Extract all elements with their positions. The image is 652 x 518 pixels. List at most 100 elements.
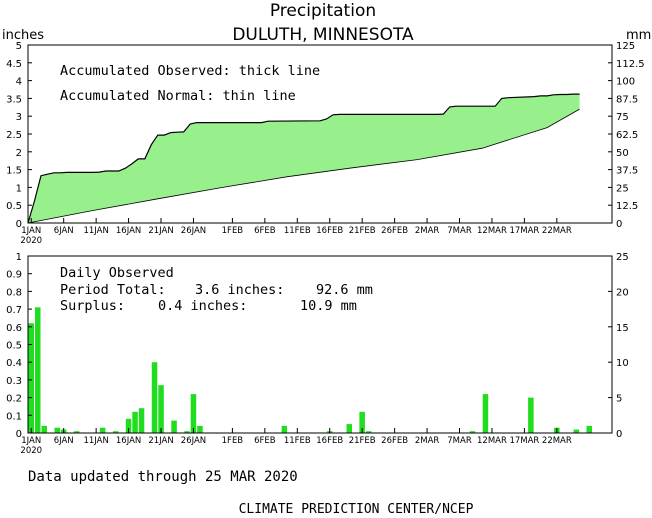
daily-precip-bar: [281, 425, 288, 433]
daily-precip-bar: [151, 362, 158, 433]
y2-tick-label: 25: [616, 183, 629, 194]
x-tick-label: 12MAR: [477, 226, 507, 236]
y2-tick-label: 100: [616, 77, 635, 88]
period-total-inches: 3.6 inches:: [195, 282, 284, 298]
x-tick-label: 6FEB: [254, 226, 276, 236]
accumulated-area-fill: [28, 94, 580, 223]
y-tick-label: 4.5: [6, 59, 22, 70]
x-tick-label: 1FEB: [222, 436, 244, 446]
daily-precip-bar: [132, 411, 138, 433]
x-year-label: 2020: [20, 446, 42, 456]
y-tick-label: 0.7: [6, 305, 22, 316]
x-tick-label: 7MAR: [447, 226, 472, 236]
annotation-observed: Accumulated Observed: thick line: [60, 63, 320, 79]
x-tick-label: 12MAR: [477, 436, 507, 446]
x-tick-label: 21FEB: [349, 226, 376, 236]
daily-precip-bar: [138, 408, 145, 433]
x-tick-label: 16FEB: [316, 226, 343, 236]
y-tick-label: 3.5: [6, 94, 22, 105]
x-tick-label: 26FEB: [381, 436, 408, 446]
daily-precip-bar: [528, 397, 534, 433]
y2-tick-label: 0: [616, 219, 622, 230]
y2-tick-label: 75: [616, 112, 629, 123]
y-tick-label: 1: [16, 252, 22, 263]
daily-precip-bar: [469, 431, 476, 433]
y-tick-label: 2.5: [6, 130, 22, 141]
x-tick-label: 22MAR: [542, 436, 572, 446]
location-label: DULUTH, MINNESOTA: [232, 25, 414, 45]
daily-precip-bar: [573, 429, 580, 433]
x-tick-label: 21JAN: [148, 436, 173, 446]
daily-precip-bar: [125, 418, 132, 433]
daily-precip-bar: [190, 394, 197, 433]
x-tick-label: 26JAN: [181, 436, 206, 446]
daily-precip-bar: [112, 431, 119, 433]
y2-tick-label: 0: [616, 429, 622, 440]
daily-precip-bar: [158, 385, 164, 433]
y-tick-label: 1.5: [6, 166, 22, 177]
y-tick-label: 0.5: [6, 201, 22, 212]
annotation-normal: Accumulated Normal: thin line: [60, 88, 296, 104]
daily-precip-bar: [41, 425, 47, 433]
daily-precip-bar: [54, 427, 60, 433]
y-tick-label: 0.8: [6, 287, 22, 298]
y-tick-label: 0: [16, 429, 22, 440]
x-tick-label: 1JAN: [21, 436, 41, 446]
x-year-label: 2020: [20, 236, 42, 246]
daily-precip-bar: [171, 420, 177, 433]
y2-tick-label: 10: [616, 358, 629, 369]
right-unit-label: mm: [626, 28, 651, 43]
y2-tick-label: 87.5: [616, 94, 638, 105]
y-tick-label: 4: [16, 77, 22, 88]
daily-precip-bar: [482, 394, 489, 433]
y2-tick-label: 112.5: [616, 59, 645, 70]
surplus-mm: 10.9 mm: [300, 298, 357, 314]
daily-precip-bar: [35, 307, 41, 433]
x-tick-label: 16FEB: [316, 436, 343, 446]
period-total-label: Period Total:: [60, 282, 166, 298]
y2-tick-label: 12.5: [616, 201, 638, 212]
y-tick-label: 1: [16, 183, 22, 194]
x-tick-label: 11FEB: [284, 436, 311, 446]
x-tick-label: 17MAR: [509, 436, 539, 446]
y2-tick-label: 37.5: [616, 166, 638, 177]
daily-precip-bar: [197, 425, 203, 433]
x-tick-label: 22MAR: [542, 226, 572, 236]
data-updated-note: Data updated through 25 MAR 2020: [28, 469, 298, 485]
daily-precip-bar: [365, 431, 372, 433]
daily-precip-bar: [73, 431, 80, 433]
y-tick-label: 0.9: [6, 270, 22, 281]
x-tick-label: 2MAR: [415, 436, 440, 446]
y-tick-label: 0.1: [6, 411, 22, 422]
x-tick-label: 26JAN: [181, 226, 206, 236]
surplus-label: Surplus:: [60, 298, 125, 314]
x-tick-label: 11JAN: [83, 436, 108, 446]
daily-precip-bar: [184, 431, 190, 433]
x-tick-label: 6JAN: [54, 436, 74, 446]
x-tick-label: 21FEB: [349, 436, 376, 446]
y-tick-label: 5: [16, 41, 22, 52]
daily-precip-bar: [28, 323, 34, 433]
accumulated-observed-line: [27, 93, 580, 224]
surplus-inches: 0.4 inches:: [158, 298, 247, 314]
x-tick-label: 16JAN: [116, 436, 141, 446]
daily-precip-bar: [346, 424, 352, 433]
y-tick-label: 0: [16, 219, 22, 230]
y-tick-label: 0.3: [6, 376, 22, 387]
x-tick-label: 16JAN: [116, 226, 141, 236]
y2-tick-label: 25: [616, 252, 629, 263]
y-tick-label: 0.4: [6, 358, 22, 369]
x-tick-label: 6JAN: [54, 226, 74, 236]
daily-precip-bar: [586, 425, 592, 433]
y-tick-label: 3: [16, 112, 22, 123]
daily-observed-label: Daily Observed: [60, 265, 174, 281]
x-tick-label: 1JAN: [21, 226, 41, 236]
x-tick-label: 11JAN: [83, 226, 108, 236]
x-tick-label: 7MAR: [447, 436, 472, 446]
y-tick-label: 0.6: [6, 323, 22, 334]
accumulated-normal-line: [27, 108, 580, 224]
credit-line: CLIMATE PREDICTION CENTER/NCEP: [239, 502, 474, 517]
y-tick-label: 0.5: [6, 341, 22, 352]
y2-tick-label: 62.5: [616, 130, 638, 141]
